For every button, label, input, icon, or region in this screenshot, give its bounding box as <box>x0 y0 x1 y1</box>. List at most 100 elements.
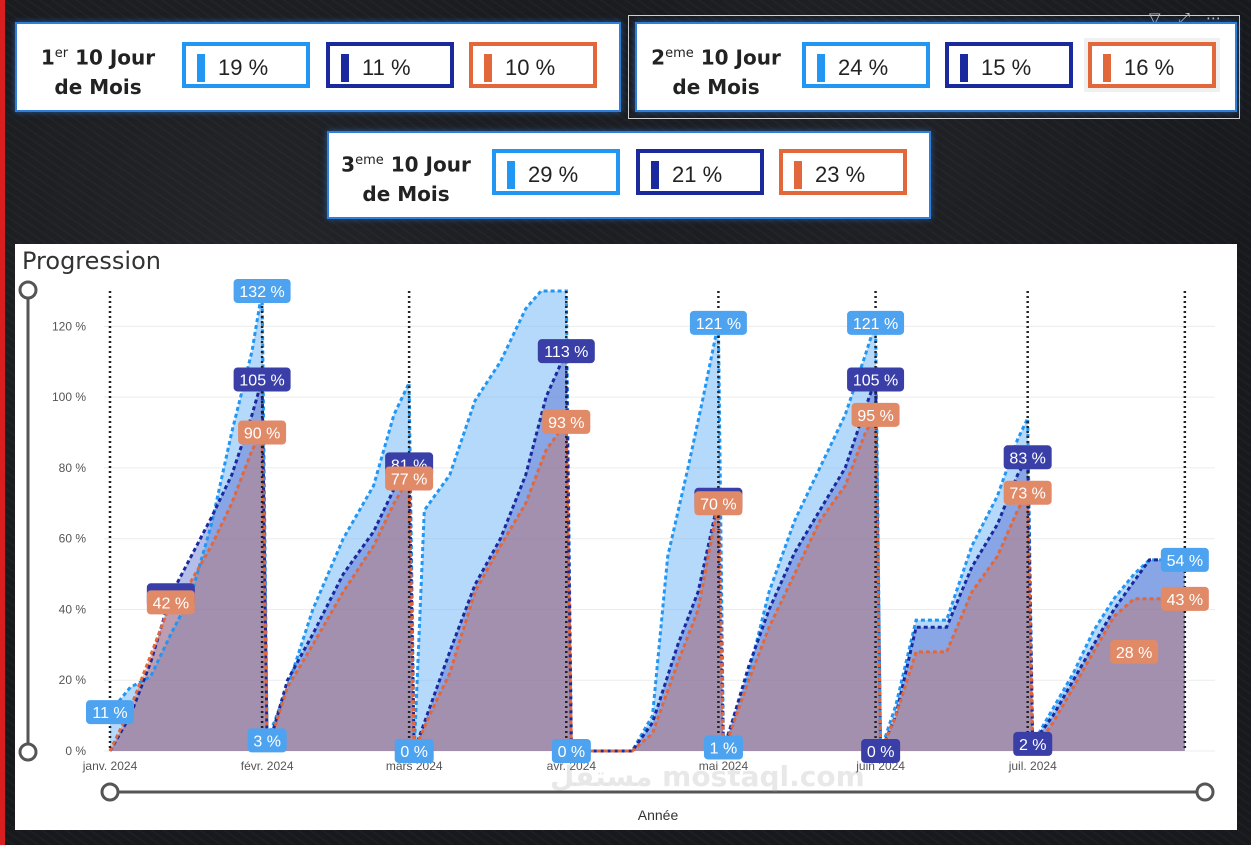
data-label: 1 % <box>710 740 738 757</box>
orange-bar-icon <box>1103 54 1111 82</box>
data-label-box <box>247 728 287 753</box>
y-tick-label: 120 % <box>52 319 86 333</box>
kpi-card-label: 1er 10 Jour de Mois <box>40 45 156 99</box>
series-area-3 <box>110 414 1185 751</box>
y-tick-label: 0 % <box>65 744 86 758</box>
data-label-box <box>851 402 900 427</box>
data-label: 95 % <box>857 408 893 425</box>
kpi-value-orange[interactable]: 23 % <box>779 149 907 195</box>
data-label: 77 % <box>391 472 427 489</box>
data-label: 54 % <box>1167 553 1203 570</box>
data-label-box <box>847 310 905 335</box>
data-label: 0 % <box>867 744 895 761</box>
light-blue-bar-icon <box>817 54 825 82</box>
kpi-value-light-blue[interactable]: 19 % <box>182 42 310 88</box>
data-label-box <box>847 367 905 392</box>
data-label-box <box>146 590 195 615</box>
series-line-3 <box>108 409 1185 756</box>
data-label: 73 % <box>1009 486 1045 503</box>
data-label-box <box>1160 547 1209 572</box>
light-blue-bar-icon <box>507 161 515 189</box>
chart-title: Progression <box>22 247 161 275</box>
data-label: 90 % <box>244 426 280 443</box>
data-label-box <box>694 491 743 516</box>
x-tick-label: janv. 2024 <box>82 759 138 773</box>
data-label-box <box>233 367 291 392</box>
data-label: 3 % <box>253 733 281 750</box>
kpi-value-dark-blue[interactable]: 15 % <box>945 42 1073 88</box>
data-label: 93 % <box>548 415 584 432</box>
orange-bar-icon <box>484 54 492 82</box>
x-tick-label: mai 2024 <box>699 759 749 773</box>
data-label-box <box>551 739 591 763</box>
kpi-card-second-10-days: 2eme 10 Jour de Mois 24 % 15 % 16 % <box>635 22 1237 112</box>
data-label: 0 % <box>558 744 586 761</box>
y-tick-label: 80 % <box>59 461 87 475</box>
data-label: 121 % <box>696 316 741 333</box>
data-label: 132 % <box>239 284 284 301</box>
kpi-value-orange[interactable]: 16 % <box>1088 42 1216 88</box>
kpi-card-third-10-days: 3eme 10 Jour de Mois 29 % 21 % 23 % <box>327 131 931 219</box>
orange-bar-icon <box>794 161 802 189</box>
dark-blue-bar-icon <box>960 54 968 82</box>
kpi-value-orange[interactable]: 10 % <box>469 42 597 88</box>
series-area-2 <box>110 351 1185 751</box>
y-tick-label: 40 % <box>59 602 87 616</box>
horizontal-range-handle-right <box>1195 782 1215 802</box>
data-label-box <box>1003 445 1052 470</box>
series-area-1 <box>110 291 1185 751</box>
kpi-value-light-blue[interactable]: 29 % <box>492 149 620 195</box>
y-tick-label: 60 % <box>59 532 87 546</box>
kpi-value-light-blue[interactable]: 24 % <box>802 42 930 88</box>
data-label: 70 % <box>700 496 736 513</box>
data-label: 2 % <box>1019 737 1047 754</box>
visual-focus-frame <box>628 15 1240 119</box>
data-label-box <box>238 420 287 445</box>
data-label-box <box>1013 731 1053 756</box>
data-label-box <box>394 739 434 763</box>
data-label-box <box>86 700 134 725</box>
data-label: 113 % <box>544 344 588 361</box>
horizontal-range-handle-left <box>100 782 120 802</box>
filter-icon[interactable]: ▽ <box>1149 9 1161 27</box>
kpi-value-dark-blue[interactable]: 11 % <box>326 42 454 88</box>
x-tick-label: févr. 2024 <box>241 759 294 773</box>
series-line-2 <box>108 350 1185 753</box>
data-label-box <box>233 279 291 303</box>
data-label-box <box>537 339 595 364</box>
data-label-box <box>1110 639 1159 664</box>
data-label: 43 % <box>1167 592 1203 609</box>
data-label-box <box>703 735 743 760</box>
data-label: 105 % <box>239 372 284 389</box>
data-label: 0 % <box>400 744 428 761</box>
x-axis-title: Année <box>638 807 679 823</box>
kpi-card-label: 3eme 10 Jour de Mois <box>341 152 471 206</box>
left-accent-edge <box>0 0 5 845</box>
data-label-box <box>1160 586 1209 611</box>
y-tick-label: 100 % <box>52 390 86 404</box>
kpi-card-first-10-days: 1er 10 Jour de Mois 19 % 11 % 10 % <box>15 22 621 112</box>
y-tick-label: 20 % <box>59 673 87 687</box>
x-tick-label: juil. 2024 <box>1008 759 1057 773</box>
kpi-value-dark-blue[interactable]: 21 % <box>636 149 764 195</box>
kpi-card-label: 2eme 10 Jour de Mois <box>651 45 781 99</box>
watermark: مستقل mostaql.com <box>550 760 865 793</box>
data-label: 28 % <box>1116 645 1152 662</box>
data-label: 42 % <box>153 595 189 612</box>
data-label: 11 % <box>92 705 127 722</box>
data-label: 83 % <box>1009 450 1045 467</box>
vertical-range-handle-top <box>18 280 38 300</box>
dark-blue-bar-icon <box>651 161 659 189</box>
series-line-1 <box>108 289 1185 753</box>
data-label-box <box>689 310 747 335</box>
data-label-box <box>1003 480 1052 505</box>
light-blue-bar-icon <box>197 54 205 82</box>
dark-blue-bar-icon <box>341 54 349 82</box>
data-label-box <box>542 409 591 434</box>
data-label-box <box>385 466 434 491</box>
data-label: 121 % <box>853 316 898 333</box>
data-label: 105 % <box>853 372 898 389</box>
vertical-range-handle-bottom <box>18 742 38 762</box>
data-label-box <box>861 739 901 763</box>
